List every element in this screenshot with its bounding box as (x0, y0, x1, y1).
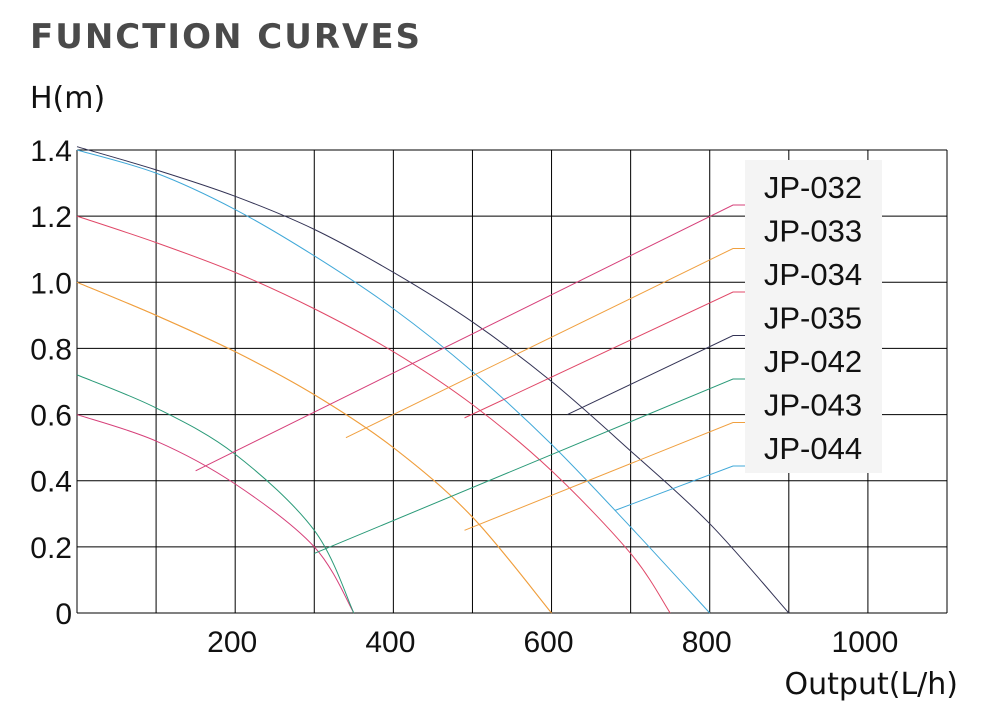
curve-jp-044 (76, 149, 711, 614)
curve-jp-042 (76, 374, 355, 614)
legend-label: JP-043 (764, 388, 862, 423)
y-tick-label: 1.4 (30, 135, 72, 168)
y-tick-label: 0.8 (30, 333, 72, 366)
y-tick-label: 0 (55, 598, 72, 631)
curves (76, 146, 790, 614)
legend-box (745, 160, 882, 473)
legend: JP-032 JP-033 JP-034 JP-035 JP-042 JP-043 JP-0… (764, 170, 862, 466)
legend-label: JP-033 (764, 214, 862, 249)
legend-label: JP-044 (764, 431, 862, 466)
legend-label: JP-032 (764, 170, 862, 205)
legend-label: JP-035 (764, 301, 862, 336)
y-tick-label: 1.0 (30, 267, 72, 300)
y-tick-label: 1.2 (30, 201, 72, 234)
legend-label: JP-034 (764, 257, 862, 292)
chart-title: FUNCTION CURVES (30, 17, 422, 57)
y-axis-label: H(m) (30, 81, 105, 116)
x-tick-label: 1000 (832, 626, 899, 659)
x-tick-label: 600 (524, 626, 574, 659)
legend-label: JP-042 (764, 344, 862, 379)
curve-jp-043 (76, 281, 552, 614)
curve-jp-032 (76, 414, 355, 614)
x-tick-label: 200 (207, 626, 257, 659)
curve-jp-034 (76, 215, 671, 614)
curve-jp-035 (76, 146, 790, 614)
x-axis-label: Output(L/h) (785, 667, 958, 702)
y-tick-label: 0.2 (30, 532, 72, 565)
tick-labels: 0 0.2 0.4 0.6 0.8 1.0 1.2 1.4 200 400 600 800 1000 (30, 135, 898, 659)
y-tick-label: 0.6 (30, 400, 72, 433)
x-tick-label: 400 (365, 626, 415, 659)
x-tick-label: 800 (682, 626, 732, 659)
y-tick-label: 0.4 (30, 466, 72, 499)
